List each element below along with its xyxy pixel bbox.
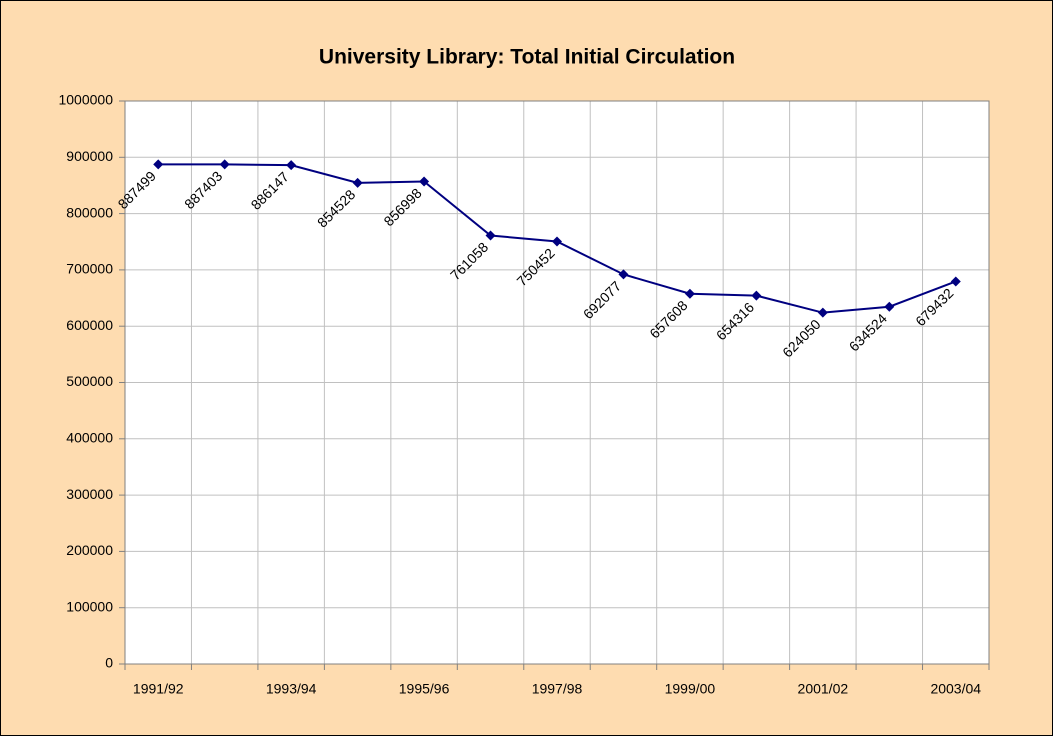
y-tick-label: 200000	[66, 542, 113, 558]
marker	[618, 269, 629, 280]
y-tick-label: 400000	[66, 430, 113, 446]
marker	[817, 307, 828, 318]
y-tick-label: 800000	[66, 204, 113, 220]
x-tick-label: 1997/98	[532, 681, 583, 697]
plot-border	[124, 100, 990, 665]
marker	[950, 276, 961, 287]
y-tick-label: 700000	[66, 261, 113, 277]
marker	[751, 290, 762, 301]
y-tick-label: 900000	[66, 148, 113, 164]
y-tick-label: 0	[105, 655, 113, 671]
marker	[684, 288, 695, 299]
y-tick-label: 300000	[66, 486, 113, 502]
x-tick-label: 2003/04	[930, 681, 981, 697]
marker	[552, 236, 562, 247]
x-tick-label: 2001/02	[798, 681, 849, 697]
marker	[485, 230, 496, 241]
marker	[884, 301, 895, 312]
x-tick-label: 1991/92	[133, 681, 184, 697]
marker	[286, 160, 297, 171]
y-tick-label: 600000	[66, 317, 113, 333]
marker	[419, 176, 430, 187]
marker	[352, 177, 363, 188]
y-tick-label: 1000000	[58, 92, 113, 108]
x-tick-label: 1993/94	[266, 681, 317, 697]
y-tick-label: 500000	[66, 373, 113, 389]
marker	[153, 159, 164, 170]
y-tick-label: 100000	[66, 598, 113, 614]
marker	[219, 159, 230, 170]
chart-title: University Library: Total Initial Circul…	[319, 46, 735, 69]
x-tick-label: 1995/96	[399, 681, 450, 697]
x-tick-label: 1999/00	[665, 681, 716, 697]
